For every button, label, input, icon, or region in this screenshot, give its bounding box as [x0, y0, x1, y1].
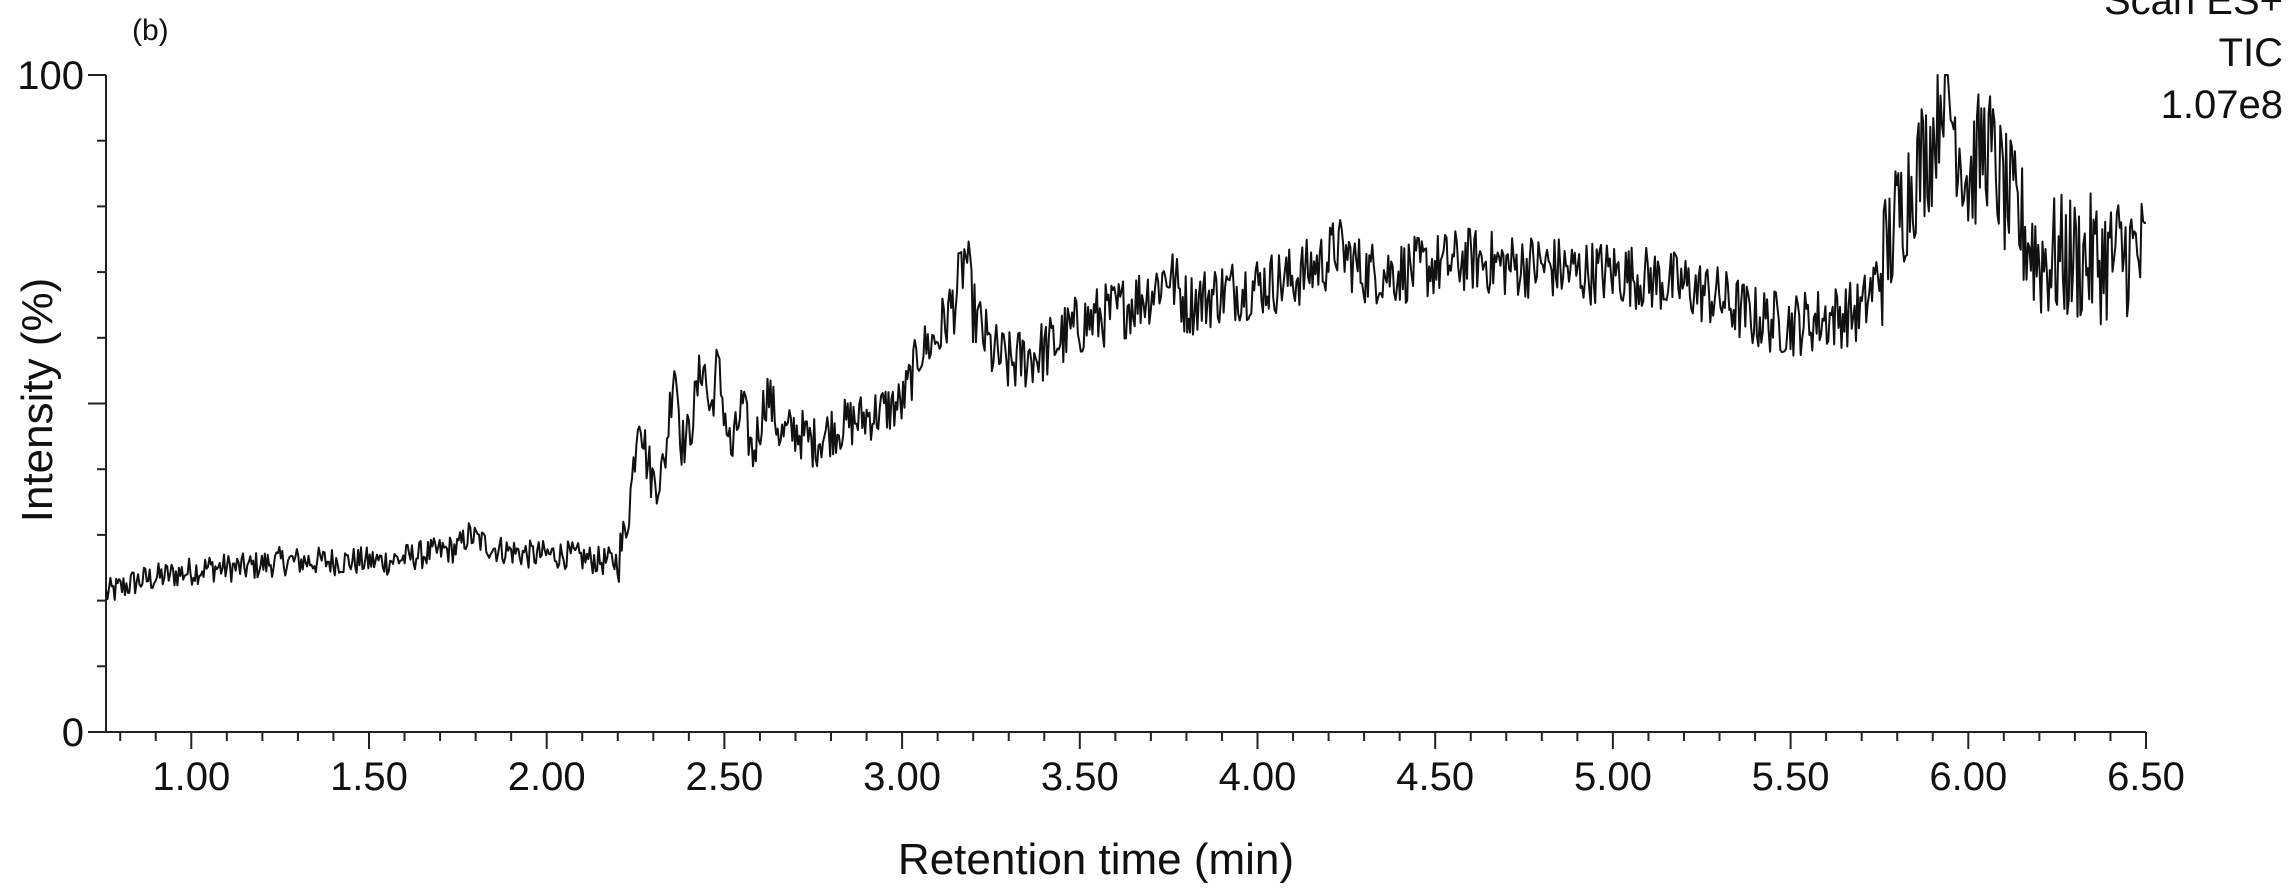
x-tick-label: 2.50 — [685, 755, 763, 799]
y-tick-label: 0 — [62, 711, 84, 755]
x-tick-label: 6.00 — [1929, 755, 2007, 799]
x-tick-label: 5.50 — [1752, 755, 1830, 799]
trace-type-label: TIC — [2219, 31, 2283, 75]
tic-trace-line — [105, 74, 2147, 601]
max-intensity-label: 1.07e8 — [2161, 83, 2283, 127]
y-tick-label: 100 — [17, 54, 84, 98]
info-block: Scan ES+ TIC 1.07e8 — [2104, 0, 2283, 127]
tick-labels: 1.00 1.50 2.00 2.50 3.00 3.50 4.00 4.50 5.00 5.50… — [17, 54, 2185, 799]
x-tick-label: 5.00 — [1574, 755, 1652, 799]
panel-label: (b) — [132, 14, 169, 47]
x-tick-label: 3.00 — [863, 755, 941, 799]
x-axis-title: Retention time (min) — [898, 835, 1294, 884]
scan-mode-label: Scan ES+ — [2104, 0, 2283, 23]
ticks — [88, 74, 2147, 749]
x-tick-label: 1.50 — [330, 755, 408, 799]
x-tick-label: 4.00 — [1219, 755, 1297, 799]
x-tick-label: 1.00 — [152, 755, 230, 799]
x-tick-label: 6.50 — [2107, 755, 2185, 799]
x-tick-label: 4.50 — [1396, 755, 1474, 799]
x-tick-label: 3.50 — [1041, 755, 1119, 799]
y-axis-title: Intensity (%) — [13, 278, 62, 523]
x-tick-label: 2.00 — [508, 755, 586, 799]
